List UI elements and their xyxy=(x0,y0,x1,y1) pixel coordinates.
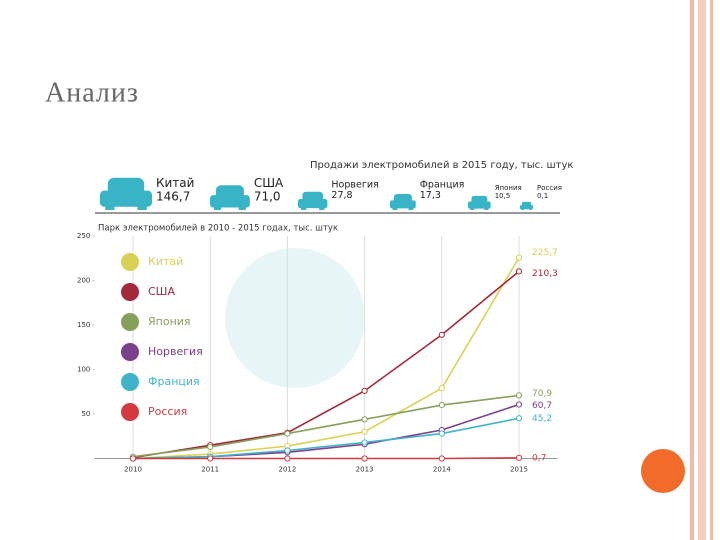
car-wheel xyxy=(300,207,307,210)
value-label: 225,7 xyxy=(532,248,558,258)
sales-value: 10,5 xyxy=(495,192,511,200)
sales-value: 27,8 xyxy=(331,190,352,201)
car-wheel xyxy=(484,207,489,210)
x-tick-label: 2011 xyxy=(201,466,219,474)
watermark xyxy=(225,248,365,388)
y-tick-label: 100 xyxy=(77,366,90,374)
sales-title: Продажи электромобилей в 2015 году, тыс.… xyxy=(310,160,573,171)
point xyxy=(438,430,445,437)
value-label: 60,7 xyxy=(532,401,552,411)
legend-label: Япония xyxy=(148,315,191,328)
car-body xyxy=(468,201,491,209)
sales-name: Китай xyxy=(156,176,194,190)
y-tick-label: 50 xyxy=(81,410,90,418)
sales-value: 146,7 xyxy=(156,190,190,204)
sales-name: Франция xyxy=(420,179,465,190)
point xyxy=(361,416,368,423)
car-body xyxy=(210,195,250,208)
car-wheel xyxy=(105,205,115,210)
car-wheel xyxy=(137,205,147,210)
x-tick-label: 2014 xyxy=(433,466,451,474)
legend-label: Норвегия xyxy=(148,345,203,358)
car-wheel xyxy=(521,208,524,210)
sales-name: Россия xyxy=(537,184,562,192)
legend-label: США xyxy=(148,285,175,298)
point xyxy=(438,331,445,338)
sales-name: Япония xyxy=(495,184,522,192)
point xyxy=(361,439,368,446)
point xyxy=(361,428,368,435)
sales-value: 71,0 xyxy=(254,190,281,204)
point xyxy=(129,455,137,462)
car-body xyxy=(298,199,328,209)
point xyxy=(515,415,523,422)
series-line xyxy=(132,257,520,460)
stripe xyxy=(690,0,694,540)
series-line xyxy=(132,417,520,460)
point xyxy=(515,268,523,275)
legend-flag xyxy=(121,313,139,331)
legend-label: Россия xyxy=(148,405,187,418)
x-tick-label: 2015 xyxy=(510,466,528,474)
car-wheel xyxy=(529,208,532,210)
car-wheel xyxy=(238,206,246,210)
car-wheel xyxy=(470,207,475,210)
chart-title: Парк электромобилей в 2010 - 2015 годах,… xyxy=(98,224,338,234)
y-tick-label: 150 xyxy=(77,321,90,329)
point xyxy=(361,455,368,462)
legend-flag xyxy=(121,403,139,421)
car-wheel xyxy=(408,207,414,210)
sales-value: 17,3 xyxy=(420,190,441,201)
car-body xyxy=(100,190,152,207)
legend-flag xyxy=(121,283,139,301)
car-wheel xyxy=(213,206,222,210)
value-label: 45,2 xyxy=(532,414,552,424)
legend-label: Китай xyxy=(148,255,183,268)
sales-name: США xyxy=(254,176,284,190)
legend-flag xyxy=(121,343,139,361)
series-line xyxy=(132,270,520,459)
car-body xyxy=(390,200,416,209)
slide-title: Анализ xyxy=(45,77,139,108)
x-tick-label: 2013 xyxy=(356,466,374,474)
value-label: 0,7 xyxy=(532,453,546,463)
x-tick-label: 2012 xyxy=(278,466,296,474)
x-tick-label: 2010 xyxy=(124,466,142,474)
point xyxy=(515,454,523,461)
point xyxy=(438,385,445,392)
car-wheel xyxy=(392,207,398,210)
point xyxy=(438,455,445,462)
point xyxy=(207,443,214,451)
series-line xyxy=(133,457,520,460)
legend-label: Франция xyxy=(148,375,200,388)
decor-circle xyxy=(641,449,685,493)
chart: 2010 2011 2012 2013 2014 2015 50 100 150 200 250 22… xyxy=(77,232,558,474)
y-tick-label: 200 xyxy=(77,277,90,285)
point xyxy=(284,430,291,437)
y-tick-label: 250 xyxy=(77,232,90,240)
point xyxy=(438,402,445,409)
car-body xyxy=(520,205,534,210)
point xyxy=(515,401,523,408)
series-line xyxy=(132,394,520,458)
point xyxy=(515,254,523,261)
sales-name: Норвегия xyxy=(331,179,378,190)
value-label: 70,9 xyxy=(532,389,552,399)
legend-flag xyxy=(121,253,139,271)
point xyxy=(207,455,214,462)
value-label: 210,3 xyxy=(532,269,558,279)
sales-value: 0,1 xyxy=(537,192,548,200)
point xyxy=(361,387,368,394)
point xyxy=(284,447,291,454)
car-wheel xyxy=(319,207,325,210)
legend-flag xyxy=(121,373,139,391)
stripe xyxy=(698,0,706,540)
point xyxy=(515,392,523,399)
stripe xyxy=(710,0,713,540)
point xyxy=(284,455,291,462)
